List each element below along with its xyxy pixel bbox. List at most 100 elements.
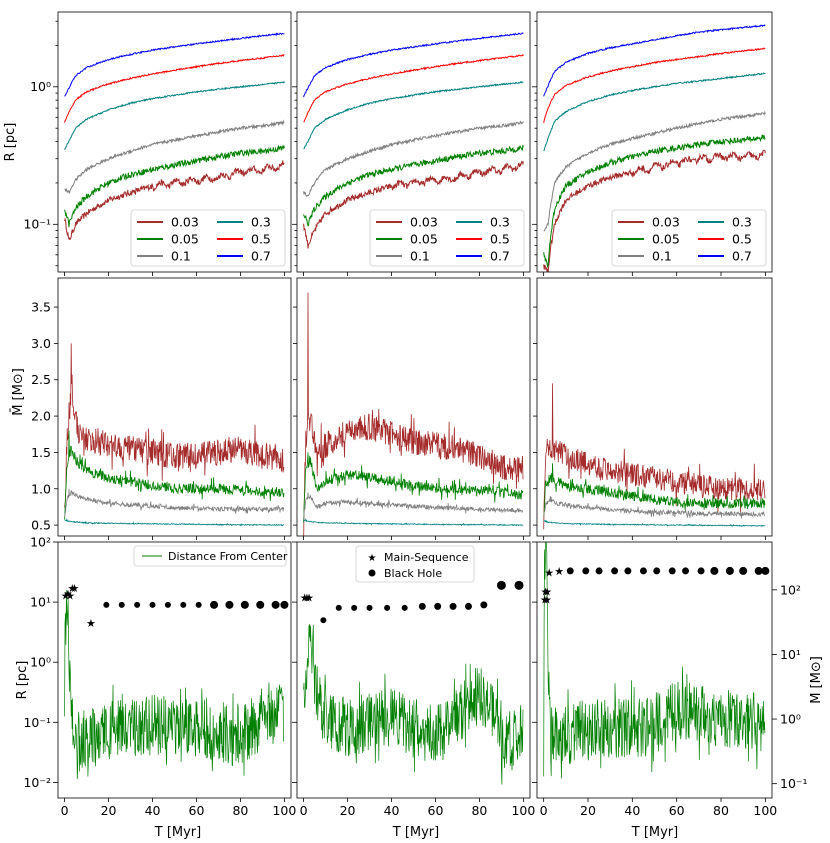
row3-ytick-label-left: 10⁻¹ — [23, 715, 51, 730]
legend-label-0.1: 0.1 — [652, 249, 672, 264]
black-hole-point — [582, 567, 590, 575]
row2-panel1-frame — [57, 277, 292, 537]
legend-label-0.05: 0.05 — [410, 232, 438, 247]
legend-label-0.05: 0.05 — [652, 232, 680, 247]
row1-panel2-series-0.05 — [303, 144, 524, 227]
black-hole-point — [480, 601, 488, 609]
row1-panel1-series-0.3 — [64, 80, 285, 150]
row3-panel3-frame — [536, 541, 773, 799]
row2-panel1-series-0.03 — [64, 343, 285, 508]
row3-ytick-label-left: 10² — [30, 535, 51, 550]
row1-panel1-series-0.7 — [64, 32, 285, 97]
xtick-label: 100 — [272, 803, 296, 818]
legend-box — [130, 209, 286, 267]
black-hole-point — [103, 601, 110, 608]
legend-distance: Distance From Center — [133, 545, 288, 567]
main-sequence-point: ★ — [65, 589, 75, 602]
row1-panel2-series-0.5 — [303, 53, 524, 123]
black-hole-point — [739, 566, 748, 575]
black-hole-point — [754, 566, 763, 575]
main-sequence-point: ★ — [542, 586, 552, 599]
row1-panel3-series-0.1 — [543, 110, 766, 232]
row2-panel2-series-0.1 — [303, 492, 524, 520]
xtick-label: 40 — [145, 803, 161, 818]
black-hole-point — [134, 601, 141, 608]
legend-stars-box — [355, 545, 475, 583]
black-hole-point — [271, 600, 280, 609]
black-hole-point — [710, 566, 719, 575]
legend-label-0.05: 0.05 — [171, 232, 199, 247]
row1-panel2-series-0.3 — [303, 80, 524, 150]
black-hole-point — [418, 602, 426, 610]
black-hole-point — [195, 601, 202, 608]
row3-ytick-label-left: 10⁻² — [23, 775, 51, 790]
black-hole-point — [496, 580, 506, 590]
legend-label-0.7: 0.7 — [732, 249, 752, 264]
legend-label-0.1: 0.1 — [171, 249, 191, 264]
row2-ytick-label: 3.5 — [31, 300, 51, 315]
black-hole-point — [401, 604, 408, 611]
row2-panel2-series-0.05 — [303, 452, 524, 523]
black-hole-point — [180, 601, 187, 608]
black-hole-point — [566, 567, 574, 575]
xtick-label: 0 — [61, 803, 69, 818]
black-hole-point — [384, 604, 391, 611]
row2-panel1-series-0.1 — [64, 488, 285, 517]
xlabel-panel-2: T [Myr] — [392, 825, 439, 840]
black-hole-point — [761, 566, 770, 575]
row1-panel1-series-0.03 — [64, 160, 285, 241]
legend-label-0.1: 0.1 — [410, 249, 430, 264]
xtick-label: 20 — [340, 803, 356, 818]
row2-ylabel: M̄ [M⊙] — [11, 368, 26, 416]
black-hole-point — [240, 600, 249, 609]
legend-box — [369, 209, 525, 267]
row1-panel3-series-0.05 — [543, 134, 766, 269]
row3-panel1-frame — [57, 541, 292, 799]
row1-ytick-label: 10⁻¹ — [23, 216, 51, 231]
black-hole-point — [653, 567, 661, 575]
row2-panel2-frame — [296, 277, 531, 537]
xlabel-panel-1: T [Myr] — [154, 825, 201, 840]
row3-panel3-distance — [543, 542, 766, 779]
row1-ylabel: R [pc] — [3, 123, 18, 162]
xtick-label: 80 — [232, 803, 248, 818]
legend-main-sequence-marker: ★ — [368, 553, 377, 564]
black-hole-point — [639, 567, 647, 575]
row2-ytick-label: 0.5 — [31, 518, 51, 533]
row2-panel3-series-0.1 — [543, 495, 766, 519]
row2-panel1-series-0.3 — [64, 517, 285, 527]
black-hole-point — [256, 600, 265, 609]
black-hole-point — [335, 604, 342, 611]
row2-panel3-series-0.3 — [543, 519, 766, 528]
legend-label-0.3: 0.3 — [251, 215, 271, 230]
row3-ytick-label-right: 10¹ — [780, 647, 801, 662]
black-hole-point — [118, 601, 125, 608]
row1-panel1-frame — [57, 11, 292, 273]
legend-black-hole-label: Black Hole — [384, 567, 442, 580]
row1-panel2-series-0.7 — [303, 32, 524, 98]
black-hole-point — [682, 567, 690, 575]
row1-panel3-series-0.7 — [543, 24, 766, 97]
row1-panel2-legend: 0.03 0.05 0.1 0.3 0.5 0.7 — [369, 209, 525, 267]
black-hole-point — [449, 602, 457, 610]
black-hole-point — [725, 566, 734, 575]
row1-panel1-series-0.05 — [64, 144, 285, 228]
main-sequence-point: ★ — [70, 582, 80, 595]
xtick-label: 20 — [580, 803, 596, 818]
row2-ytick-label: 1.0 — [31, 481, 51, 496]
legend-label-0.5: 0.5 — [490, 232, 510, 247]
black-hole-point — [595, 567, 603, 575]
row1-panel1-legend: 0.03 0.05 0.1 0.3 0.5 0.7 — [130, 209, 286, 267]
row3-ytick-label-left: 10¹ — [30, 595, 51, 610]
row1-panel3-series-0.03 — [543, 149, 766, 272]
row3-panel2-frame — [296, 541, 531, 799]
main-sequence-point: ★ — [540, 586, 550, 599]
black-hole-point — [149, 601, 156, 608]
legend-label-0.5: 0.5 — [732, 232, 752, 247]
black-hole-point — [434, 602, 442, 610]
xtick-label: 80 — [471, 803, 487, 818]
main-sequence-point: ★ — [304, 591, 314, 604]
row2-panel1-series-0.05 — [64, 430, 285, 520]
main-sequence-point: ★ — [544, 567, 554, 580]
row3-ytick-label-left: 10⁰ — [30, 655, 51, 670]
